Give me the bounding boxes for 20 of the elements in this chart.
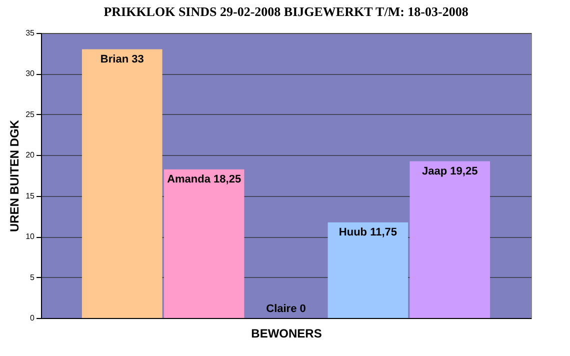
- y-tick-label: 25: [26, 110, 36, 119]
- bar: [328, 222, 408, 318]
- data-label: Brian 33: [100, 53, 144, 66]
- chart-title: PRIKKLOK SINDS 29-02-2008 BIJGEWERKT T/M: 18-03-2008: [104, 4, 469, 19]
- y-axis-title: UREN BUITEN DGK: [8, 120, 22, 232]
- y-tick-label: 35: [26, 28, 36, 38]
- y-tick-label: 30: [26, 69, 36, 78]
- y-tick-label: 15: [26, 191, 36, 200]
- y-tick-label: 10: [26, 232, 36, 242]
- bar: [410, 161, 490, 318]
- y-tick-label: 20: [26, 150, 36, 160]
- bar: [82, 49, 162, 318]
- y-tick-label: 0: [30, 314, 36, 322]
- data-label: Huub 11,75: [338, 226, 397, 238]
- data-label: Amanda 18,25: [167, 173, 242, 186]
- data-label: Claire 0: [266, 303, 306, 315]
- bar: [164, 169, 244, 318]
- data-label: Jaap 19,25: [422, 165, 478, 178]
- x-axis-title: BEWONERS: [251, 326, 322, 340]
- y-tick-label: 5: [30, 272, 36, 282]
